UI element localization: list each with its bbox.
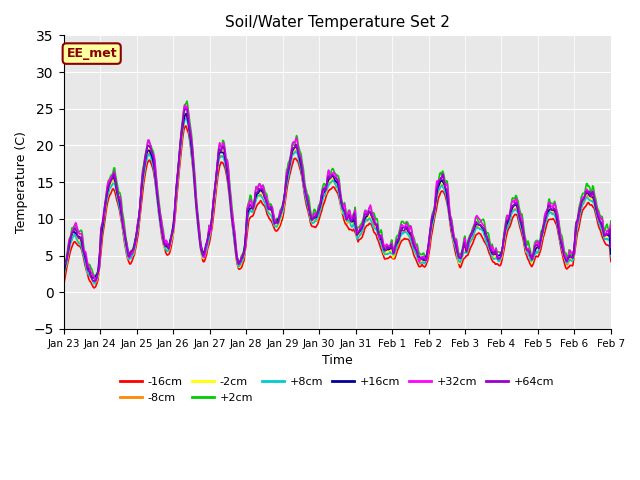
- +64cm: [405, 229, 413, 235]
- Y-axis label: Temperature (C): Temperature (C): [15, 131, 28, 233]
- -16cm: [183, 126, 191, 132]
- +16cm: [405, 230, 413, 236]
- Line: +64cm: +64cm: [63, 108, 611, 281]
- -2cm: [60, 273, 67, 279]
- -16cm: [182, 123, 189, 129]
- +32cm: [181, 102, 189, 108]
- +2cm: [183, 98, 191, 104]
- +8cm: [212, 180, 220, 186]
- +32cm: [92, 278, 99, 284]
- -2cm: [405, 232, 413, 238]
- +32cm: [70, 227, 77, 232]
- +2cm: [70, 224, 77, 230]
- +16cm: [212, 177, 220, 182]
- +16cm: [90, 275, 98, 281]
- -8cm: [212, 185, 220, 191]
- -16cm: [90, 285, 98, 291]
- +16cm: [183, 114, 191, 120]
- -8cm: [607, 247, 615, 253]
- +64cm: [607, 244, 615, 250]
- Title: Soil/Water Temperature Set 2: Soil/Water Temperature Set 2: [225, 15, 450, 30]
- +8cm: [70, 233, 77, 239]
- +8cm: [60, 274, 67, 280]
- -2cm: [212, 180, 220, 186]
- +64cm: [212, 177, 220, 182]
- +64cm: [183, 107, 191, 113]
- +8cm: [90, 281, 98, 287]
- X-axis label: Time: Time: [322, 354, 353, 367]
- -2cm: [91, 279, 99, 285]
- +16cm: [421, 256, 429, 262]
- +2cm: [405, 225, 413, 230]
- -2cm: [421, 260, 429, 265]
- -2cm: [127, 253, 134, 259]
- +32cm: [421, 256, 429, 262]
- -8cm: [421, 259, 429, 265]
- -16cm: [212, 191, 220, 196]
- +8cm: [607, 253, 615, 259]
- +32cm: [127, 252, 134, 258]
- +16cm: [182, 111, 190, 117]
- -8cm: [405, 233, 413, 239]
- +8cm: [182, 116, 189, 121]
- +64cm: [60, 269, 67, 275]
- +16cm: [607, 251, 615, 257]
- +64cm: [91, 278, 99, 284]
- -2cm: [607, 246, 615, 252]
- +64cm: [70, 228, 77, 234]
- Line: +16cm: +16cm: [63, 114, 611, 278]
- -8cm: [70, 233, 77, 239]
- +2cm: [182, 100, 190, 106]
- -8cm: [182, 112, 190, 118]
- +16cm: [70, 229, 77, 235]
- +64cm: [182, 106, 189, 111]
- -2cm: [182, 111, 190, 117]
- +2cm: [127, 250, 134, 255]
- +8cm: [183, 118, 191, 123]
- Line: -2cm: -2cm: [63, 112, 611, 282]
- +16cm: [127, 252, 134, 257]
- -16cm: [405, 238, 413, 244]
- -8cm: [127, 255, 134, 261]
- +64cm: [421, 258, 429, 264]
- +8cm: [421, 260, 429, 265]
- -2cm: [70, 232, 77, 238]
- +2cm: [421, 254, 429, 260]
- +32cm: [607, 221, 615, 227]
- +32cm: [60, 273, 67, 279]
- Line: -8cm: -8cm: [63, 115, 611, 283]
- -16cm: [607, 259, 615, 264]
- Line: -16cm: -16cm: [63, 126, 611, 288]
- +8cm: [405, 233, 413, 239]
- +2cm: [60, 271, 67, 277]
- -16cm: [127, 261, 134, 267]
- Legend: -16cm, -8cm, -2cm, +2cm, +8cm, +16cm, +32cm, +64cm: -16cm, -8cm, -2cm, +2cm, +8cm, +16cm, +3…: [116, 372, 559, 407]
- -16cm: [60, 282, 67, 288]
- -16cm: [421, 264, 429, 269]
- +2cm: [92, 273, 99, 279]
- +32cm: [183, 103, 191, 109]
- Text: EE_met: EE_met: [67, 47, 117, 60]
- -8cm: [183, 113, 191, 119]
- -8cm: [91, 280, 99, 286]
- -2cm: [183, 109, 191, 115]
- Line: +32cm: +32cm: [63, 105, 611, 281]
- +2cm: [212, 176, 220, 182]
- +16cm: [60, 271, 67, 276]
- +8cm: [127, 255, 134, 261]
- +64cm: [127, 249, 134, 254]
- +32cm: [405, 228, 413, 234]
- +2cm: [607, 218, 615, 224]
- Line: +8cm: +8cm: [63, 119, 611, 284]
- Line: +2cm: +2cm: [63, 101, 611, 276]
- +32cm: [212, 177, 220, 182]
- -8cm: [60, 276, 67, 282]
- -16cm: [70, 240, 77, 246]
